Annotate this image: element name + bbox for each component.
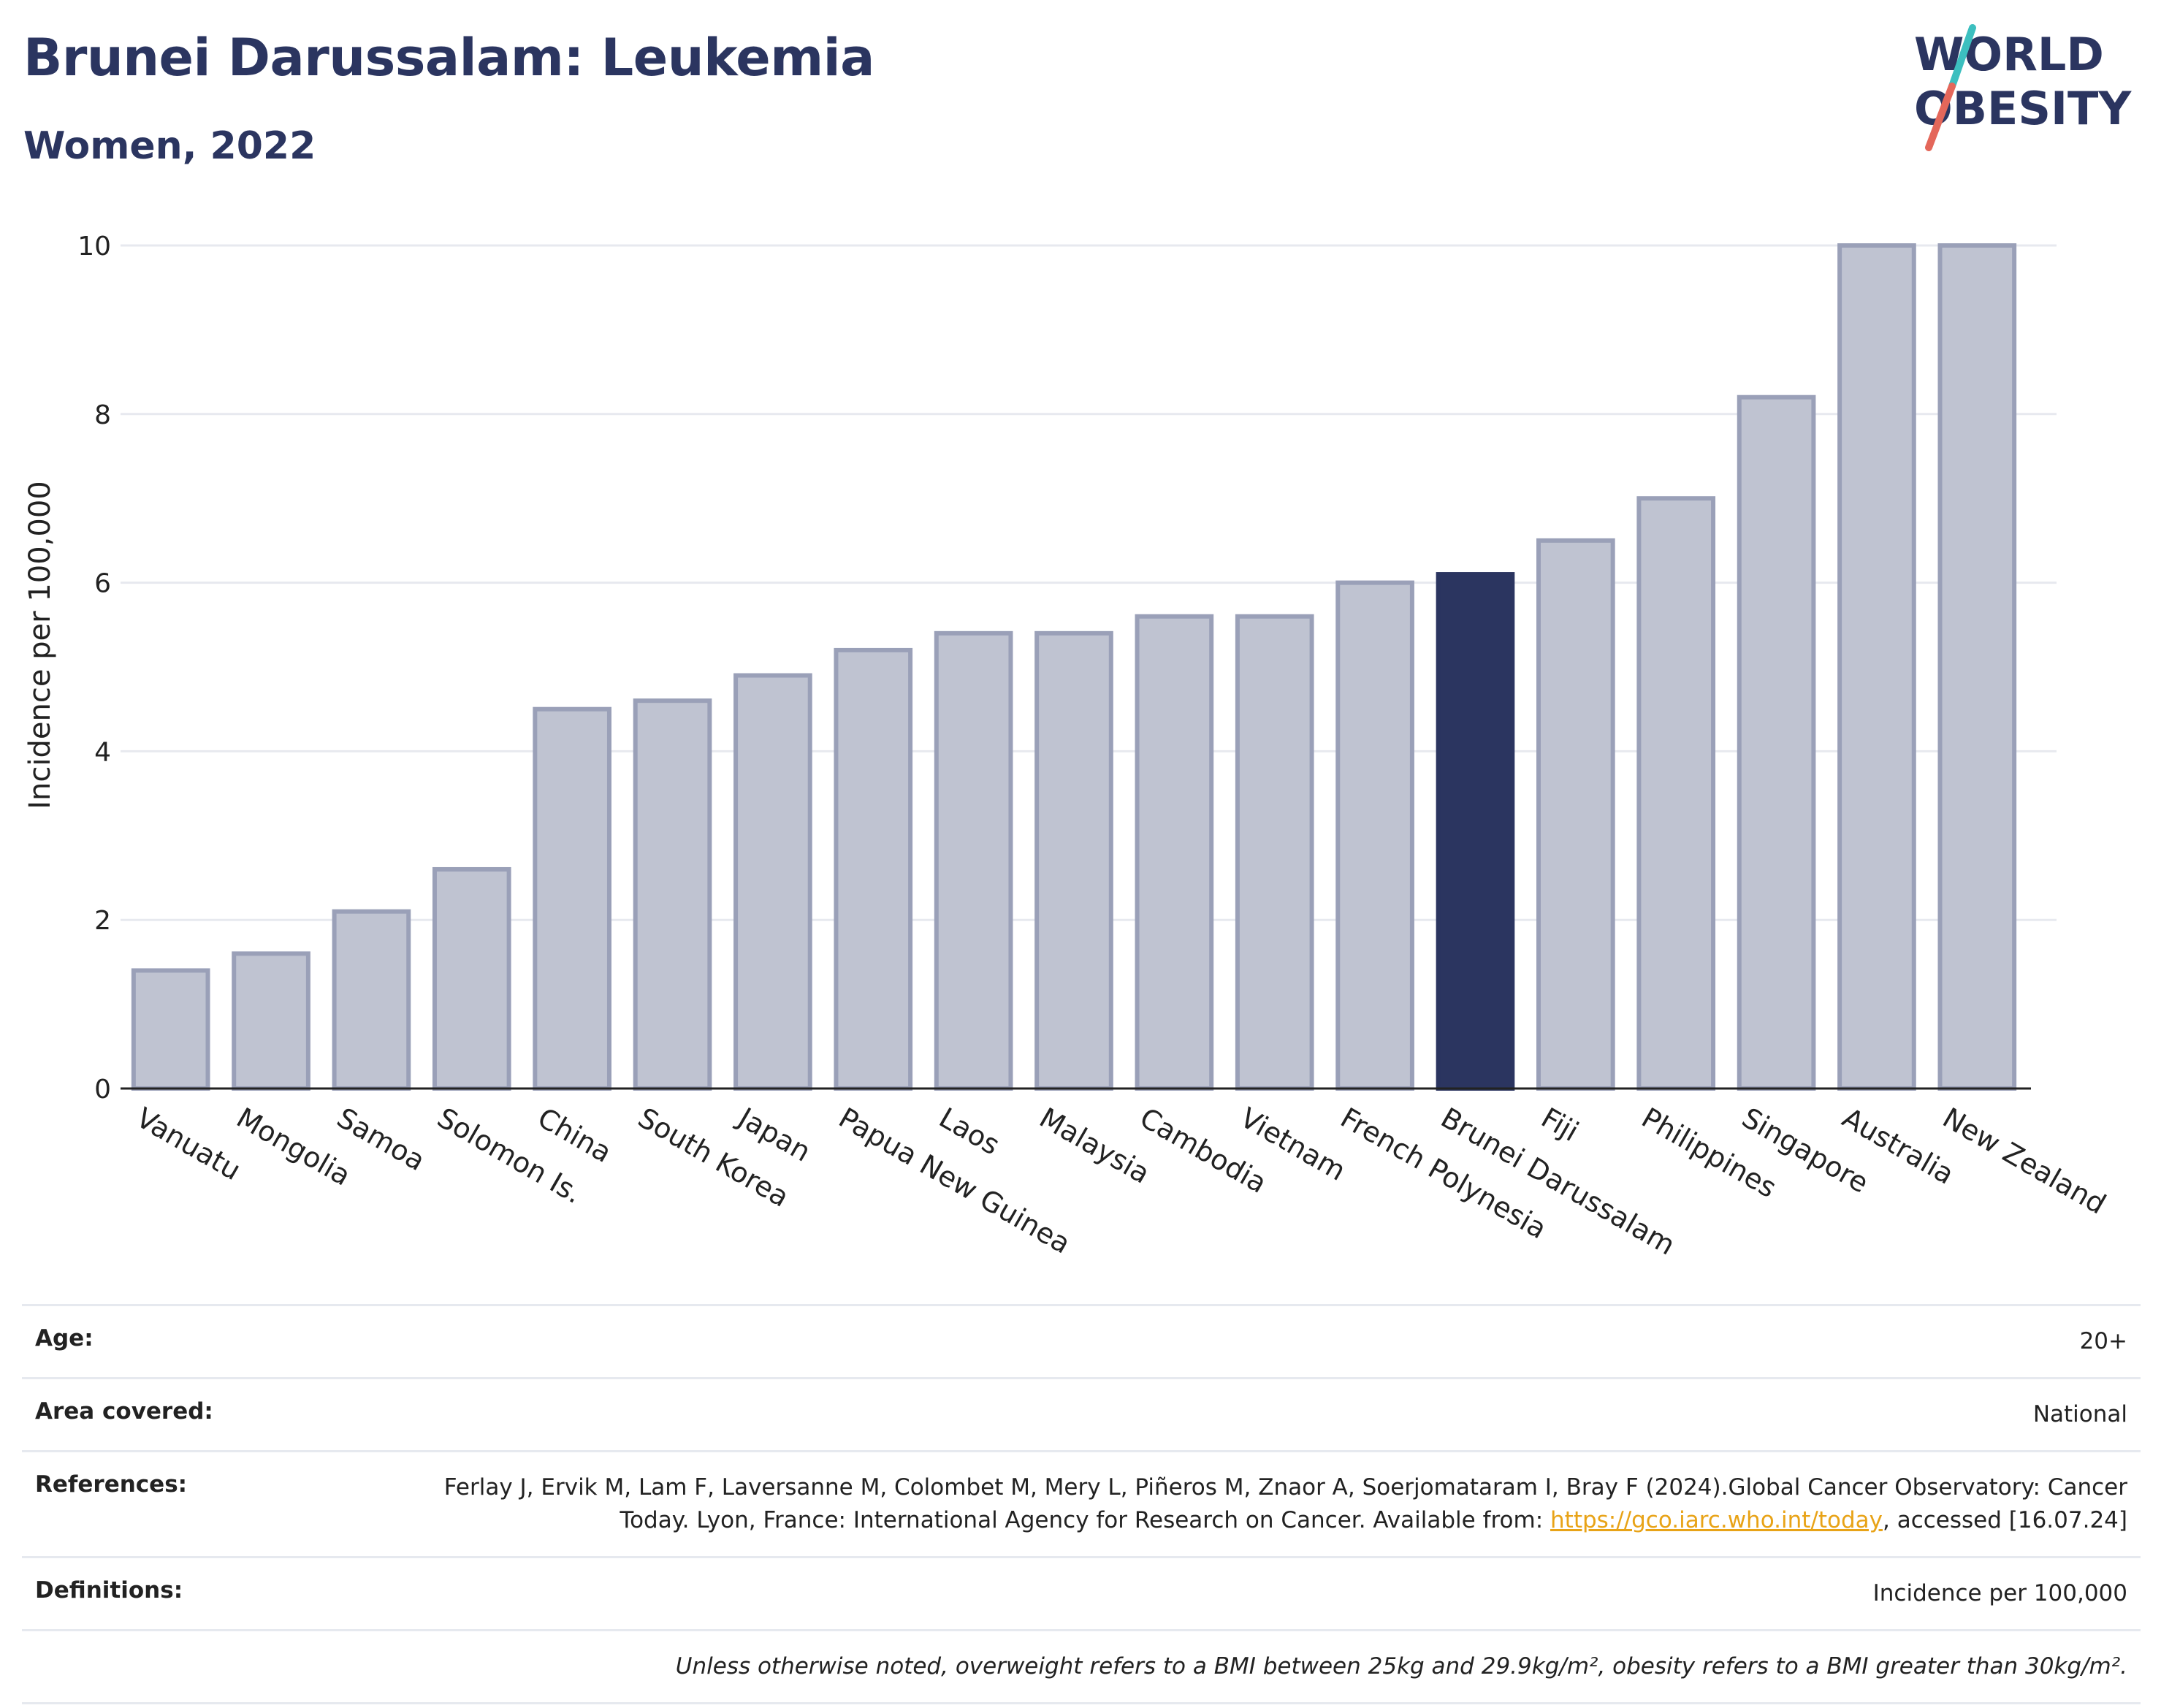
bar-china [533, 706, 611, 1091]
x-category-label: Vanuatu [131, 1102, 246, 1186]
y-tick-label: 4 [94, 737, 111, 767]
info-row-note: Unless otherwise noted, overweight refer… [22, 1628, 2141, 1704]
page-title: Brunei Darussalam: Leukemia [23, 28, 874, 88]
bar-solomon-is [432, 866, 511, 1091]
y-tick-label: 10 [77, 232, 111, 262]
references-text-end: , accessed [16.07.24] [1882, 1506, 2127, 1533]
bars [131, 243, 2017, 1091]
bar-singapore [1737, 394, 1816, 1091]
y-tick-labels: 0 2 4 6 8 10 [77, 232, 111, 1105]
x-category-label: Mongolia [232, 1102, 357, 1192]
info-table: Age: 20+ Area covered: National Referenc… [22, 1304, 2141, 1704]
y-tick-label: 8 [94, 400, 111, 430]
info-row-definitions: Definitions: Incidence per 100,000 [22, 1555, 2141, 1629]
bar-mongolia [232, 951, 310, 1091]
references-value: Ferlay J, Ervik M, Lam F, Laversanne M, … [374, 1471, 2127, 1537]
definitions-label: Definitions: [35, 1577, 183, 1604]
x-category-label: Fiji [1536, 1102, 1584, 1148]
bar-south-korea [633, 698, 712, 1091]
bmi-note: Unless otherwise noted, overweight refer… [675, 1652, 2127, 1680]
bar-malaysia [1034, 630, 1113, 1091]
bar-japan [733, 673, 812, 1091]
x-category-label: Laos [934, 1102, 1005, 1162]
world-obesity-logo: WORLD OBESITY [1914, 24, 2132, 151]
bar-brunei-darussalam [1436, 572, 1515, 1091]
bar-new-zealand [1937, 243, 2017, 1091]
references-link[interactable]: https://gco.iarc.who.int/today [1550, 1506, 1883, 1533]
references-label: References: [35, 1471, 188, 1498]
x-category-label: New Zealand [1937, 1102, 2111, 1221]
bar-fiji [1536, 538, 1615, 1091]
y-axis-title: Incidence per 100,000 [23, 481, 57, 809]
y-tick-label: 0 [94, 1075, 111, 1105]
bar-vanuatu [131, 968, 210, 1091]
references-text: Ferlay J, Ervik M, Lam F, Laversanne M, … [443, 1473, 2127, 1533]
bar-cambodia [1135, 614, 1214, 1091]
bar-laos [934, 630, 1013, 1091]
logo-line1: WORLD [1914, 28, 2104, 81]
y-tick-label: 6 [94, 569, 111, 599]
page-subtitle: Women, 2022 [23, 124, 316, 168]
info-row-area: Area covered: National [22, 1376, 2141, 1450]
age-value: 20+ [2079, 1328, 2127, 1354]
bar-australia [1837, 243, 1916, 1091]
bar-samoa [332, 909, 411, 1091]
area-label: Area covered: [35, 1398, 213, 1425]
bar-french-polynesia [1335, 580, 1414, 1091]
logo-slash-coral [1925, 83, 1956, 151]
y-tick-label: 2 [94, 906, 111, 936]
info-row-references: References: Ferlay J, Ervik M, Lam F, La… [22, 1449, 2141, 1556]
age-label: Age: [35, 1325, 94, 1351]
definitions-value: Incidence per 100,000 [1872, 1579, 2127, 1606]
info-row-age: Age: 20+ [22, 1304, 2141, 1377]
bar-papua-new-guinea [834, 647, 913, 1091]
logo-slash-teal [1948, 24, 1976, 90]
bar-vietnam [1235, 614, 1314, 1091]
bar-philippines [1636, 496, 1716, 1091]
x-category-label: Malaysia [1034, 1102, 1156, 1190]
area-value: National [2032, 1400, 2127, 1427]
